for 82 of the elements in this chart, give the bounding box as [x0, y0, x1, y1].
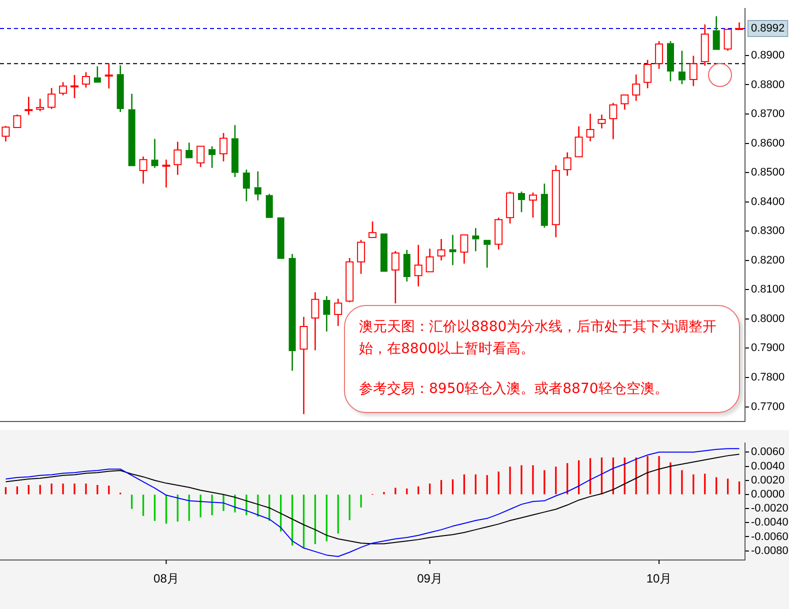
candlestick [300, 316, 308, 415]
candlestick [334, 298, 342, 327]
y-tick-label: 0.8600 [751, 137, 785, 150]
y-tick-label: -0.0060 [751, 530, 788, 543]
candlestick [357, 239, 366, 274]
candlestick [162, 159, 170, 188]
candlestick [24, 96, 33, 116]
y-tick-label: -0.0040 [751, 516, 788, 529]
candlestick [403, 249, 410, 282]
candlestick [151, 138, 158, 169]
candlestick [277, 217, 284, 259]
x-tick-label: 09月 [417, 572, 442, 586]
candlestick [323, 295, 330, 332]
candlestick [700, 24, 709, 66]
candlestick [620, 94, 629, 110]
y-tick-label: 0.8500 [751, 166, 785, 179]
y-tick-label: 0.0000 [751, 488, 785, 500]
candlestick [563, 152, 572, 176]
candlestick [574, 126, 583, 158]
y-tick-label: -0.0080 [751, 544, 788, 557]
candlestick [368, 220, 376, 238]
y-tick-label: 0.8400 [751, 196, 785, 208]
x-tick-label: 08月 [154, 572, 179, 586]
candlestick [2, 125, 10, 142]
y-tick-label: 0.0020 [751, 474, 785, 486]
candlestick [208, 146, 216, 169]
y-tick-label: 0.8700 [751, 108, 785, 120]
candlestick [36, 98, 44, 112]
candlestick [689, 55, 698, 87]
candlestick [472, 228, 480, 252]
y-tick-label: 0.8300 [751, 225, 785, 238]
y-tick-label: 0.8900 [751, 49, 785, 62]
candlestick [598, 114, 606, 129]
x-tick-label: 10月 [646, 572, 672, 586]
candlestick [128, 93, 136, 166]
candlestick [13, 114, 22, 128]
candlestick [678, 50, 686, 85]
candlestick [242, 168, 250, 202]
candlestick [116, 64, 124, 113]
candlestick [609, 102, 618, 140]
candlestick [632, 74, 640, 102]
candlestick [391, 250, 400, 304]
candlestick [460, 234, 468, 264]
candlestick [174, 141, 182, 176]
candlestick [712, 16, 720, 50]
y-tick-label: 0.8200 [751, 254, 785, 266]
candlestick [667, 40, 674, 82]
y-tick-label: 0.8800 [751, 78, 785, 91]
candlestick [254, 170, 262, 202]
candlestick [540, 183, 548, 228]
candlestick [104, 62, 113, 90]
candlestick [231, 124, 238, 178]
y-tick-label: -0.0020 [751, 502, 788, 515]
annotation: 澳元天图：汇价以8880为分水线，后市处于其下为调整开始，在8800以上暂时看高。 [359, 318, 718, 359]
candlestick [528, 192, 537, 218]
y-tick-label: 0.7800 [751, 372, 785, 384]
y-tick-label: 0.8000 [751, 312, 785, 325]
candlestick [484, 240, 491, 268]
candlestick [414, 244, 422, 288]
y-tick-label: 0.7900 [751, 342, 785, 354]
candlestick [586, 113, 594, 142]
candlestick [220, 132, 228, 162]
candlestick [735, 22, 744, 30]
candlestick [139, 156, 148, 184]
annotation: 参考交易：8950轻仓入澳。或者8870轻仓空澳。 [359, 380, 670, 399]
candlestick [724, 28, 732, 52]
ref-line-label: 0.8992 [751, 22, 785, 35]
y-tick-label: 0.8100 [751, 284, 785, 296]
candlestick [644, 59, 652, 89]
candlestick [552, 164, 560, 238]
candlestick [518, 190, 525, 213]
candlestick [186, 142, 193, 158]
candlestick [380, 233, 388, 272]
candlestick [426, 248, 434, 272]
candlestick [94, 66, 101, 83]
candlestick [288, 253, 296, 372]
candlestick [311, 292, 320, 351]
y-tick-label: 0.7700 [751, 400, 785, 413]
candlestick [437, 238, 446, 262]
y-tick-label: 0.0060 [751, 446, 785, 458]
y-tick-label: 0.0040 [751, 460, 785, 472]
candlestick [70, 74, 78, 99]
